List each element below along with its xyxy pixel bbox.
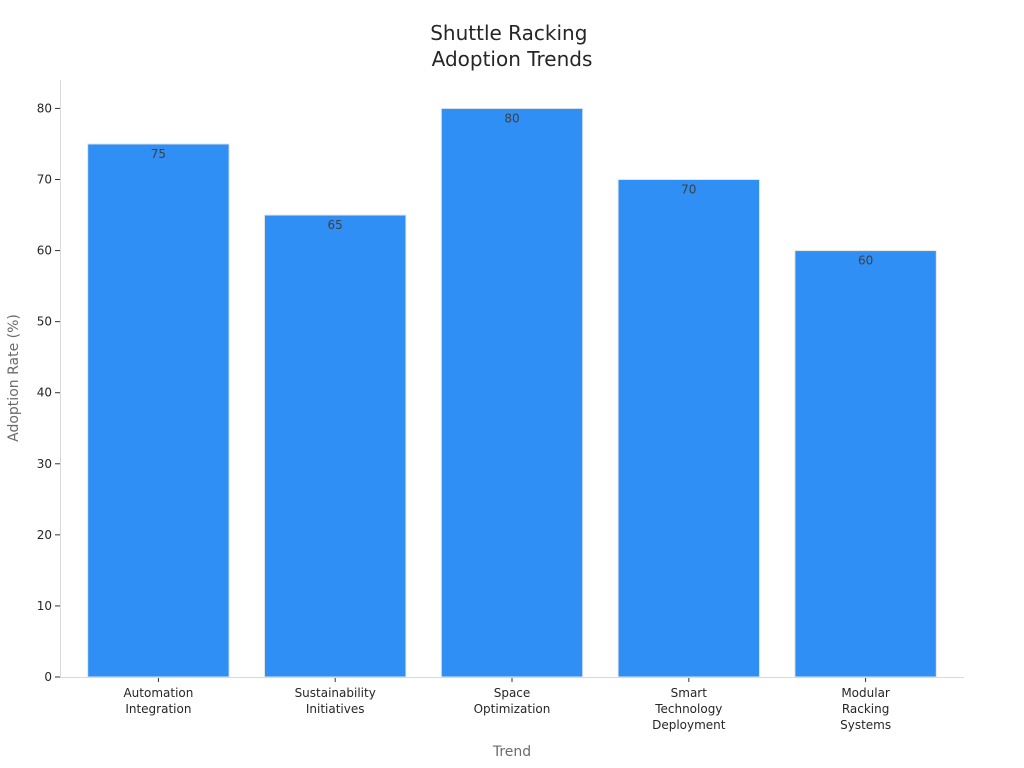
x-tick-label-5-line-1: Modular — [841, 686, 890, 700]
y-axis-ticks: 0 10 20 30 40 50 60 70 80 — [37, 101, 60, 684]
y-tick-label-70: 70 — [37, 173, 52, 187]
x-tick-label-1-line-2: Integration — [125, 702, 191, 716]
bar-4 — [617, 179, 761, 678]
y-tick-label-0: 0 — [44, 670, 52, 684]
x-tick-label-3-line-1: Space — [494, 686, 531, 700]
x-tick-label-2-line-1: Sustainability — [295, 686, 376, 700]
x-tick-label-5-line-3: Systems — [840, 718, 891, 732]
x-tick-label-3-line-2: Optimization — [474, 702, 551, 716]
bar-3 — [440, 107, 584, 678]
data-labels-group: 75 65 80 70 60 — [151, 111, 873, 267]
x-tick-label-5-line-2: Racking — [842, 702, 890, 716]
y-tick-label-60: 60 — [37, 244, 52, 258]
y-axis-label: Adoption Rate (%) — [6, 314, 22, 442]
y-tick-label-20: 20 — [37, 528, 52, 542]
x-tick-label-4-line-1: Smart — [671, 686, 708, 700]
data-label-1: 75 — [151, 147, 166, 161]
y-tick-label-30: 30 — [37, 457, 52, 471]
chart-title-line-1: Shuttle Racking — [430, 21, 587, 45]
x-tick-label-4-line-2: Technology — [654, 702, 722, 716]
x-tick-label-1: Automation Integration — [123, 686, 193, 716]
x-axis-label: Trend — [492, 744, 531, 760]
x-tick-label-4: Smart Technology Deployment — [652, 686, 726, 732]
bar-2 — [263, 214, 407, 678]
data-label-2: 65 — [328, 218, 343, 232]
y-tick-label-80: 80 — [37, 101, 52, 115]
x-axis-ticks: Automation Integration Sustainability Initi… — [123, 677, 891, 732]
x-tick-label-2: Sustainability Initiatives — [295, 686, 376, 716]
data-label-3: 80 — [504, 111, 519, 125]
x-tick-label-3: Space Optimization — [474, 686, 551, 716]
y-tick-label-10: 10 — [37, 599, 52, 613]
chart-title-line-2: Adoption Trends — [432, 47, 593, 71]
y-tick-label-50: 50 — [37, 315, 52, 329]
data-label-4: 70 — [681, 183, 696, 197]
bars-group — [87, 107, 937, 678]
x-tick-label-1-line-1: Automation — [123, 686, 193, 700]
x-tick-label-2-line-2: Initiatives — [306, 702, 365, 716]
y-tick-label-40: 40 — [37, 386, 52, 400]
chart-title: Shuttle Racking Adoption Trends — [430, 21, 594, 71]
x-tick-label-4-line-3: Deployment — [652, 718, 726, 732]
bar-1 — [87, 143, 230, 678]
data-label-5: 60 — [858, 254, 873, 268]
x-tick-label-5: Modular Racking Systems — [840, 686, 891, 732]
bar-5 — [794, 250, 937, 678]
